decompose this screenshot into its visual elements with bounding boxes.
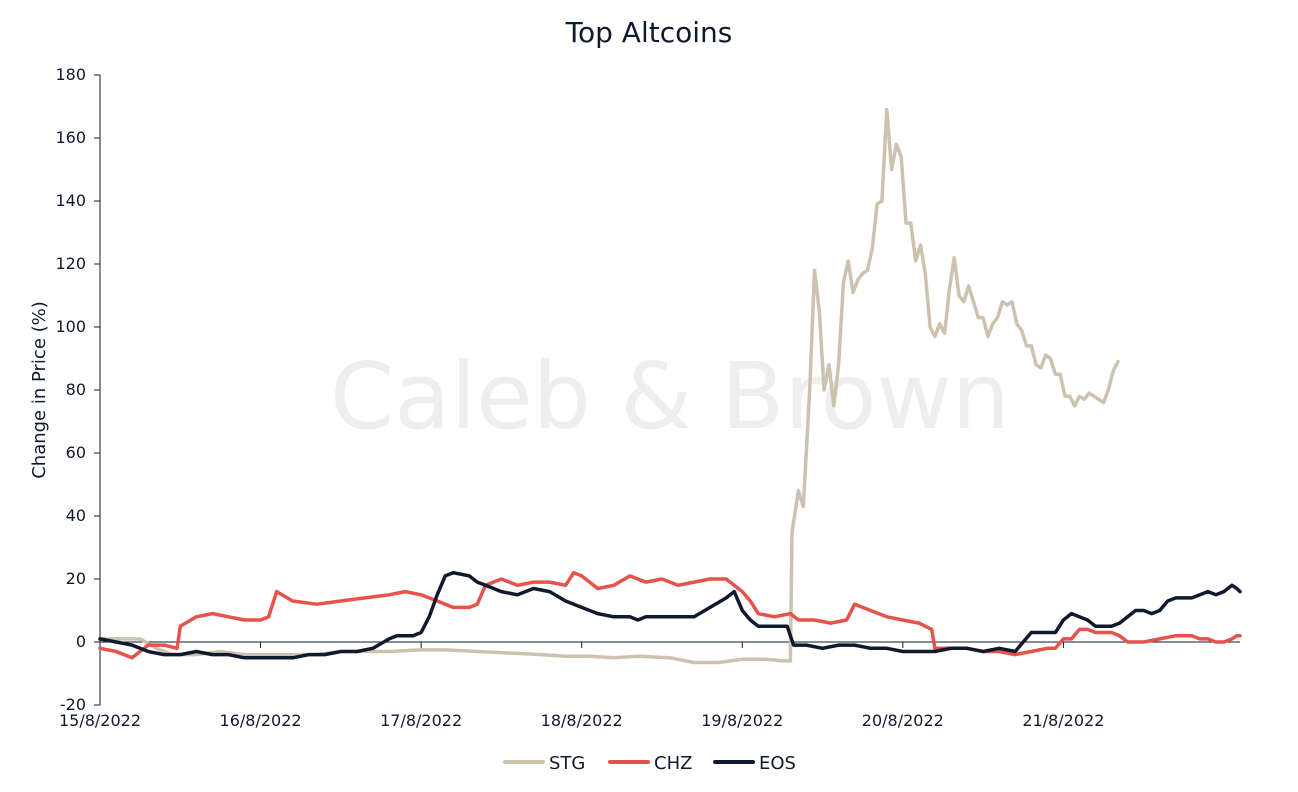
y-tick-label: 100 <box>55 317 86 336</box>
y-tick-label: 80 <box>66 380 86 399</box>
y-tick-label: 20 <box>66 569 86 588</box>
watermark: Caleb & Brown <box>330 343 1010 450</box>
chart-title: Top Altcoins <box>565 16 733 49</box>
x-axis: 15/8/2022 16/8/2022 17/8/2022 18/8/2022 19/8… <box>59 641 1240 730</box>
y-tick-label: -20 <box>60 695 86 714</box>
y-axis: -20 0 20 40 60 80 100 120 140 160 180 <box>55 65 101 714</box>
series-line-stg <box>98 107 1120 665</box>
y-tick-label: 60 <box>66 443 86 462</box>
x-tick-label: 18/8/2022 <box>541 711 623 730</box>
x-tick-label: 17/8/2022 <box>380 711 462 730</box>
x-tick-label: 16/8/2022 <box>220 711 302 730</box>
legend: STG CHZ EOS <box>503 753 796 774</box>
x-tick-label: 15/8/2022 <box>59 711 141 730</box>
x-tick-label: 19/8/2022 <box>701 711 783 730</box>
y-tick-label: 140 <box>55 191 86 210</box>
y-axis-label: Change in Price (%) <box>29 301 50 479</box>
legend-label-eos: EOS <box>759 753 796 774</box>
y-tick-label: 0 <box>76 632 86 651</box>
series-line-chz <box>98 570 1242 660</box>
series-line-eos <box>98 570 1242 660</box>
y-tick-label: 160 <box>55 128 86 147</box>
legend-label-stg: STG <box>549 753 585 774</box>
y-tick-label: 40 <box>66 506 86 525</box>
legend-label-chz: CHZ <box>654 753 692 774</box>
y-tick-label: 180 <box>55 65 86 84</box>
plot-area <box>98 107 1242 665</box>
x-tick-label: 21/8/2022 <box>1022 711 1104 730</box>
y-tick-label: 120 <box>55 254 86 273</box>
x-tick-label: 20/8/2022 <box>862 711 944 730</box>
